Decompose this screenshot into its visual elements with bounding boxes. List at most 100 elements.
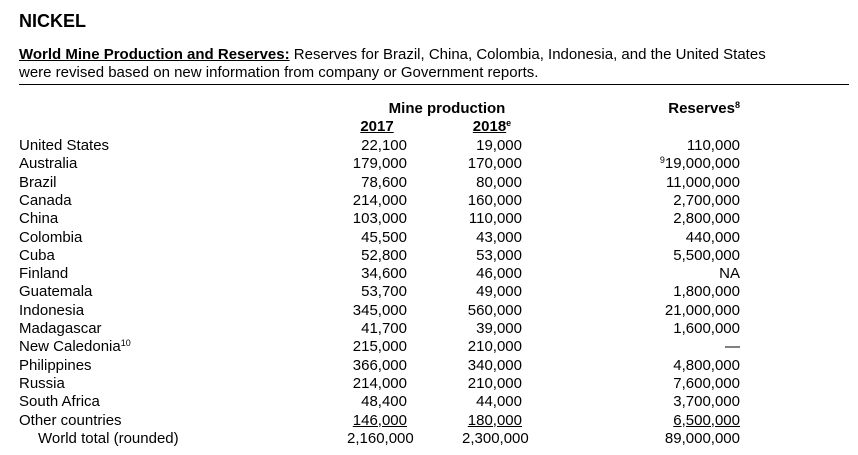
cell: 366,000 — [347, 357, 407, 375]
country: Finland — [19, 265, 69, 283]
cell-value: 215,000 — [352, 338, 407, 356]
column-header: 2017 — [337, 118, 417, 136]
row-label: Cuba — [19, 247, 55, 265]
cell-note: 9 — [659, 155, 665, 166]
cell: 5,500,000 — [620, 247, 740, 265]
cell: 1,800,000 — [620, 283, 740, 301]
cell-value: — — [725, 338, 740, 356]
cell: 440,000 — [620, 229, 740, 247]
country: Cuba — [19, 246, 55, 264]
cell-value: 110,000 — [468, 210, 522, 228]
cell-value: 78,600 — [361, 173, 407, 191]
cell: 19,000 — [462, 137, 522, 155]
cell-value: NA — [719, 265, 740, 283]
row-label: United States — [19, 137, 109, 155]
cell-value: 180,000 — [467, 411, 522, 429]
row-label: China — [19, 210, 58, 228]
cell-value: 80,000 — [476, 173, 522, 191]
country: South Africa — [19, 393, 100, 411]
country: Russia — [19, 374, 65, 392]
cell-value: 1,800,000 — [673, 283, 740, 301]
cell-value: 4,800,000 — [673, 356, 740, 374]
cell: 2,700,000 — [620, 192, 740, 210]
cell: 345,000 — [347, 302, 407, 320]
cell-value: 19,000,000 — [664, 155, 740, 173]
cell: 110,000 — [620, 137, 740, 155]
cell: 170,000 — [462, 155, 522, 173]
cell-value: 1,600,000 — [673, 320, 740, 337]
cell-value: 49,000 — [476, 283, 522, 301]
row-label: World total (rounded) — [38, 430, 179, 448]
cell: 80,000 — [462, 174, 522, 192]
cell: 53,000 — [462, 247, 522, 265]
cell: 919,000,000 — [620, 155, 740, 173]
column-label: 2018 — [472, 118, 507, 135]
cell: 2,300,000 — [462, 430, 529, 448]
country: Colombia — [19, 228, 83, 246]
row-label: Philippines — [19, 357, 92, 375]
cell: 78,600 — [347, 174, 407, 192]
cell: 214,000 — [347, 192, 407, 210]
cell: 6,500,000 — [608, 412, 740, 430]
country: Brazil — [19, 173, 57, 191]
cell-value: 45,500 — [361, 228, 407, 246]
cell: 210,000 — [462, 375, 522, 393]
cell-value: 7,600,000 — [673, 374, 740, 392]
row-label: Finland — [19, 265, 68, 283]
cell: 103,000 — [347, 210, 407, 228]
cell-value: 52,800 — [361, 246, 407, 264]
row-label: Canada — [19, 192, 72, 210]
cell-value: 11,000,000 — [666, 173, 740, 191]
group-header: Mine production — [388, 100, 506, 117]
cell-value: 5,500,000 — [673, 246, 740, 264]
cell: 48,400 — [347, 393, 407, 411]
country: Indonesia — [19, 301, 85, 319]
cell-value: 146,000 — [352, 411, 407, 429]
cell: 45,500 — [347, 229, 407, 247]
cell: 110,000 — [462, 210, 522, 228]
cell: 53,700 — [347, 283, 407, 301]
column-header: Reserves8 — [620, 100, 740, 118]
cell: — — [620, 338, 740, 356]
cell-value: 89,000,000 — [664, 429, 740, 447]
cell: 2,800,000 — [620, 210, 740, 228]
country: United States — [19, 137, 110, 154]
cell: 11,000,000 — [620, 174, 740, 192]
country: World total (rounded) — [38, 429, 179, 447]
country: Australia — [19, 155, 78, 173]
cell: 214,000 — [347, 375, 407, 393]
cell: 39,000 — [462, 320, 522, 338]
cell: 215,000 — [347, 338, 407, 356]
cell: 560,000 — [462, 302, 522, 320]
row-label: Guatemala — [19, 283, 92, 301]
cell-value: 19,000 — [476, 137, 522, 154]
row-label: Madagascar — [19, 320, 102, 338]
cell-value: 2,800,000 — [673, 210, 740, 228]
cell-value: 366,000 — [352, 356, 407, 374]
cell-value: 179,000 — [352, 155, 407, 173]
cell-value: 2,700,000 — [673, 191, 740, 209]
section-heading: World Mine Production and Reserves: — [19, 46, 290, 63]
cell-value: 340,000 — [467, 356, 522, 374]
cell-value: 53,000 — [476, 246, 522, 264]
cell: 49,000 — [462, 283, 522, 301]
section-text: were revised based on new information fr… — [19, 64, 539, 81]
cell-value: 22,100 — [361, 137, 407, 154]
rule — [19, 84, 849, 85]
row-label: Russia — [19, 375, 65, 393]
country: Other countries — [19, 411, 122, 429]
cell-value: 170,000 — [467, 155, 522, 173]
row-label: South Africa — [19, 393, 100, 411]
cell-value: 46,000 — [476, 265, 522, 283]
column-note: e — [506, 118, 512, 128]
cell-value: 48,400 — [361, 393, 407, 411]
cell: 180,000 — [450, 412, 522, 430]
cell-value: 2,300,000 — [462, 429, 529, 447]
cell: 210,000 — [462, 338, 522, 356]
section-text: Reserves for Brazil, China, Colombia, In… — [293, 46, 766, 63]
cell: 4,800,000 — [620, 357, 740, 375]
cell: 2,160,000 — [347, 430, 414, 448]
row-label: New Caledonia10 — [19, 338, 131, 356]
cell-value: 560,000 — [467, 301, 522, 319]
column-label: 2017 — [360, 118, 394, 135]
